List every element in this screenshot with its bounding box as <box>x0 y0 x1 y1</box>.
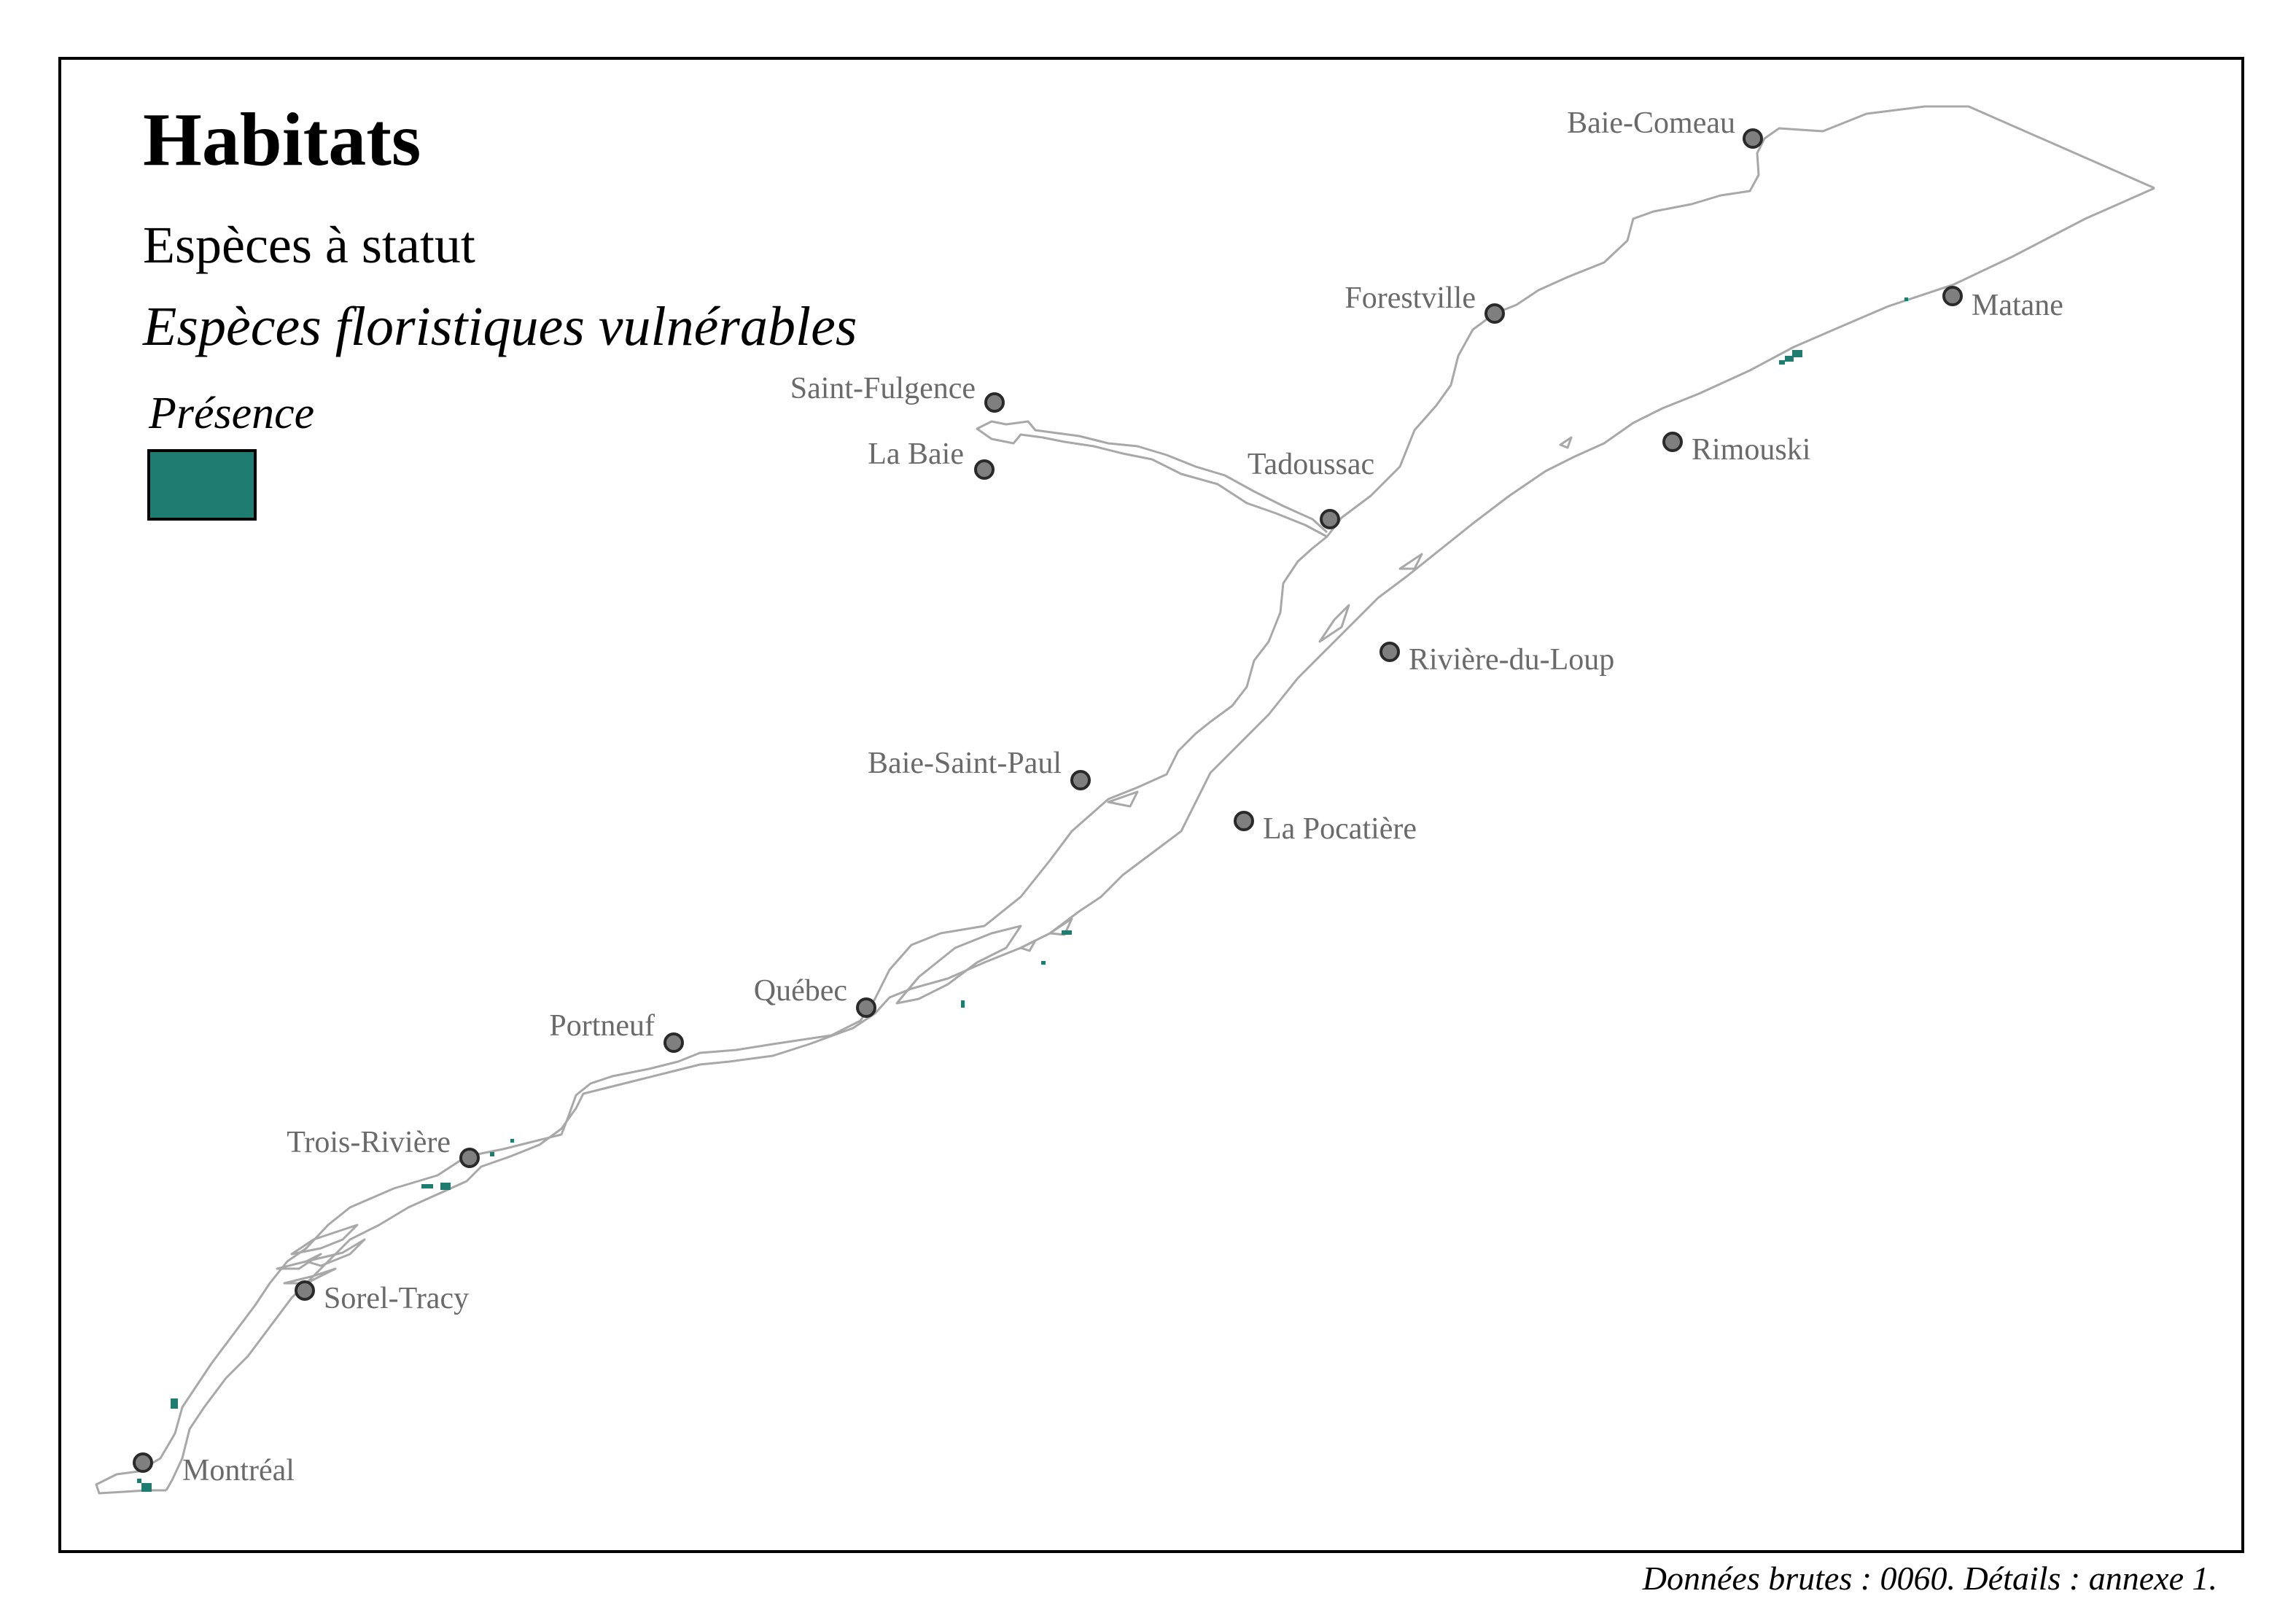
city-marker-portneuf <box>663 1032 684 1053</box>
city-marker-riviere-du-loup <box>1379 642 1400 662</box>
legend-swatch-presence <box>147 449 257 521</box>
city-label-tadoussac: Tadoussac <box>1248 448 1374 481</box>
map-subtitle-species: Espèces floristiques vulnérables <box>143 296 857 357</box>
city-labels: Baie-Comeau Forestville Matane Saint-Ful… <box>182 106 2063 1487</box>
city-label-la-pocatiere: La Pocatière <box>1263 812 1417 846</box>
city-label-matane: Matane <box>1972 289 2063 322</box>
river-outline <box>95 105 2155 1495</box>
map-frame <box>58 57 2244 1553</box>
city-label-rimouski: Rimouski <box>1692 433 1810 467</box>
data-credit: Données brutes : 0060. Détails : annexe … <box>1642 1560 2217 1597</box>
city-label-baie-saint-paul: Baie-Saint-Paul <box>868 747 1062 780</box>
city-marker-trois-riviere <box>459 1148 480 1168</box>
city-label-baie-comeau: Baie-Comeau <box>1567 106 1735 140</box>
city-marker-matane <box>1942 286 1963 306</box>
city-marker-forestville <box>1484 303 1505 324</box>
city-label-portneuf: Portneuf <box>549 1009 655 1043</box>
city-label-saint-fulgence: Saint-Fulgence <box>790 372 976 405</box>
map-subtitle: Espèces à statut <box>143 216 475 274</box>
city-marker-la-baie <box>974 459 995 480</box>
presence-patches <box>137 297 1908 1492</box>
city-label-sorel-tracy: Sorel-Tracy <box>324 1282 469 1315</box>
city-marker-baie-saint-paul <box>1070 770 1091 790</box>
city-label-trois-riviere: Trois-Rivière <box>287 1126 451 1159</box>
city-marker-montreal <box>133 1452 153 1473</box>
map-title: Habitats <box>143 98 421 182</box>
legend-title: Présence <box>149 389 315 438</box>
city-marker-tadoussac <box>1320 509 1340 529</box>
city-marker-saint-fulgence <box>984 392 1005 413</box>
city-markers <box>133 128 1963 1473</box>
city-label-la-baie: La Baie <box>868 437 964 471</box>
city-marker-sorel-tracy <box>295 1280 315 1301</box>
city-label-riviere-du-loup: Rivière-du-Loup <box>1409 643 1614 677</box>
city-label-montreal: Montréal <box>182 1454 295 1487</box>
city-marker-la-pocatiere <box>1234 811 1254 831</box>
city-marker-quebec <box>856 997 876 1018</box>
city-marker-baie-comeau <box>1743 128 1763 149</box>
city-marker-rimouski <box>1662 432 1683 452</box>
city-label-quebec: Québec <box>754 974 847 1008</box>
city-label-forestville: Forestville <box>1344 281 1476 315</box>
